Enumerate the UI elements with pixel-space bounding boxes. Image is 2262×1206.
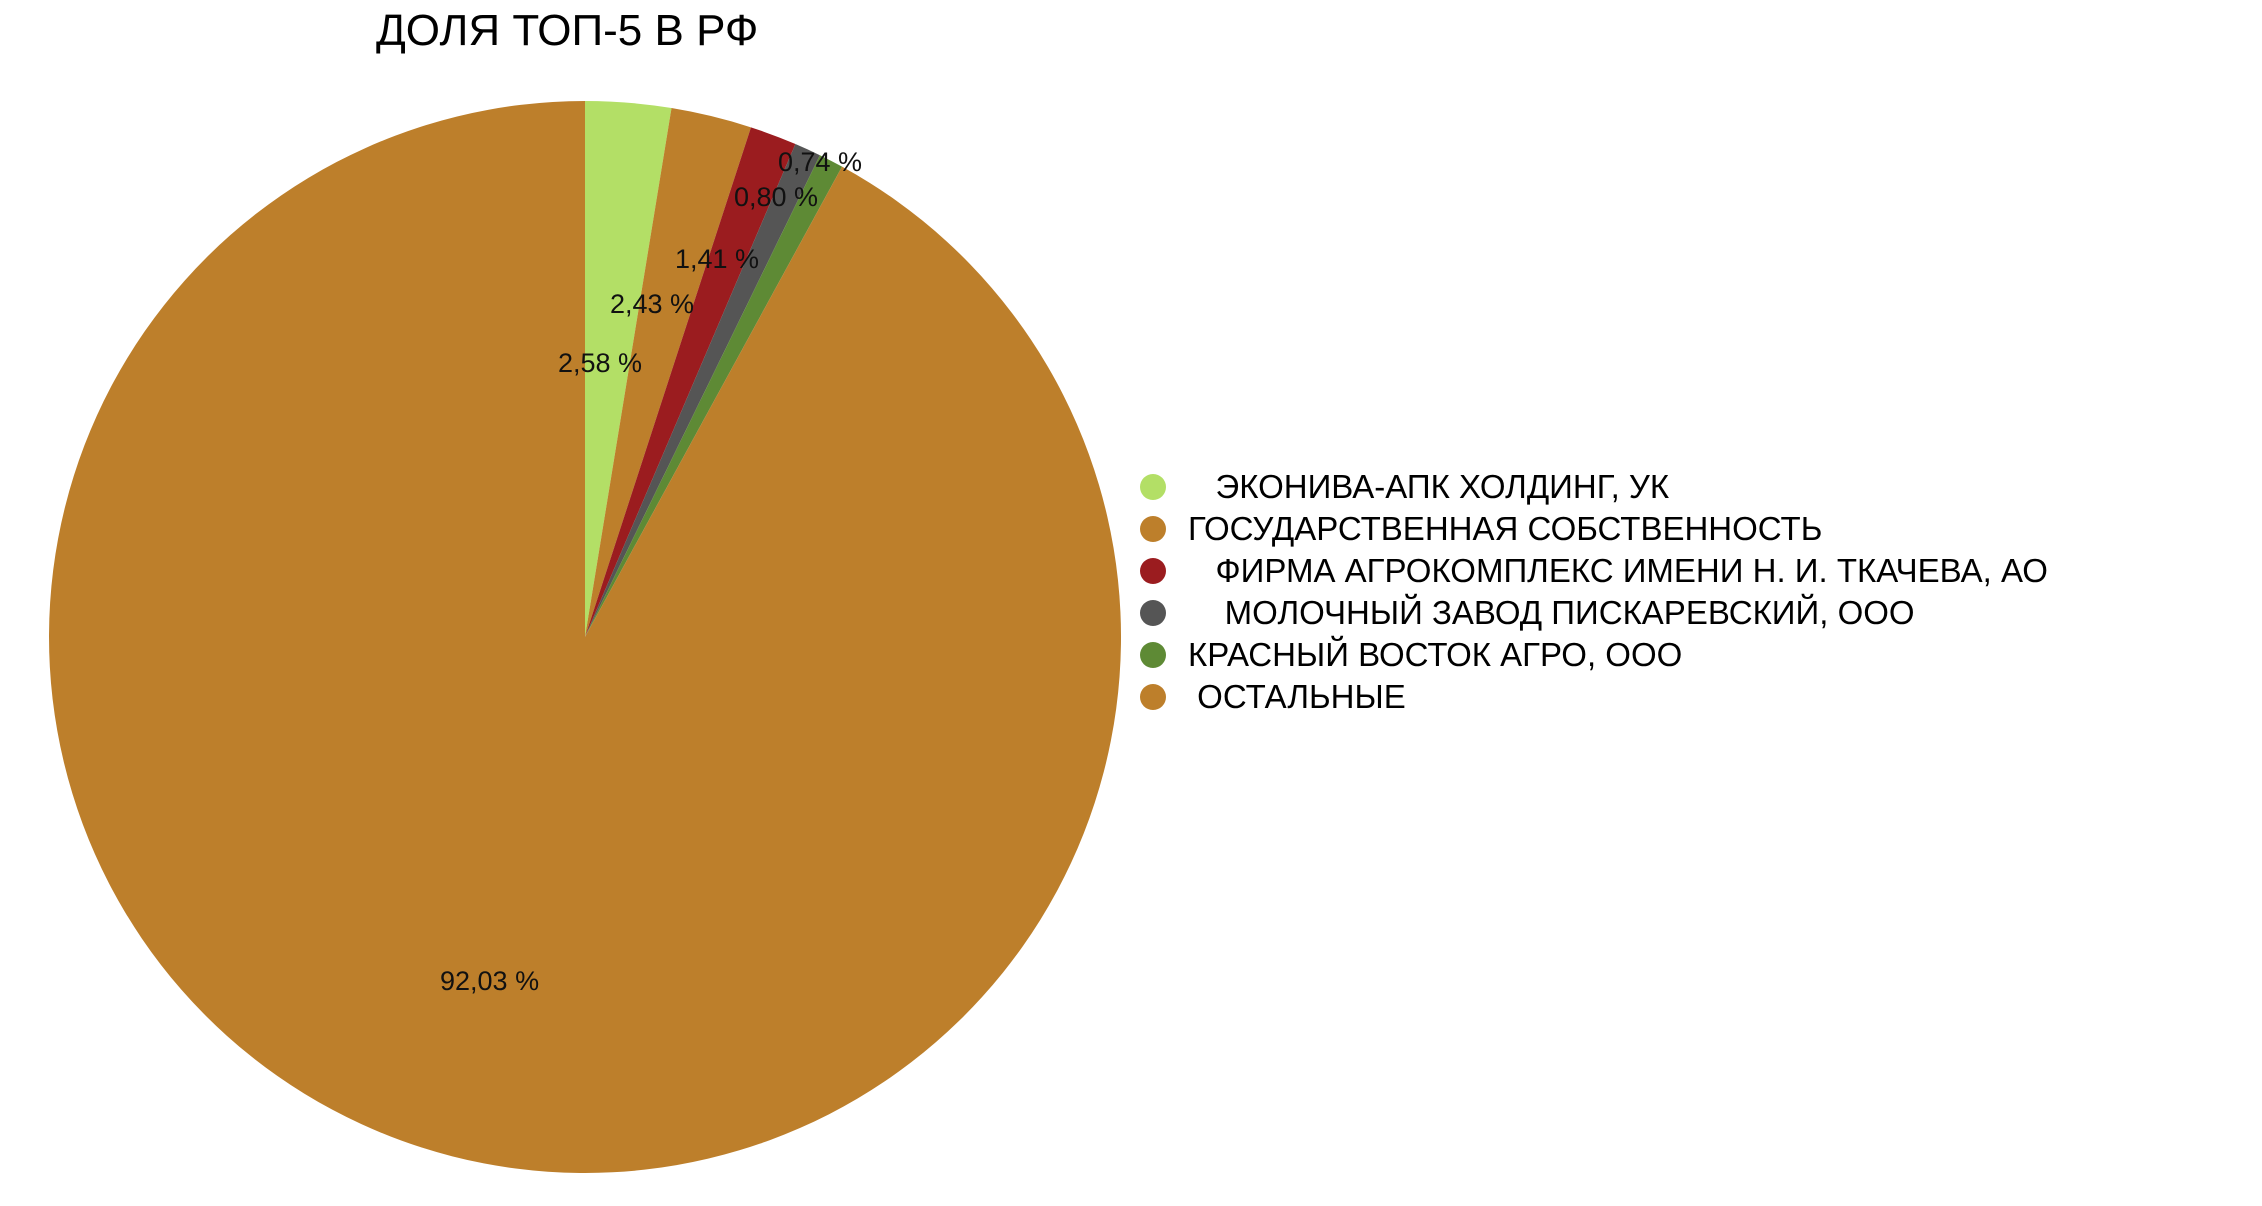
legend-item-2: ГОСУДАРСТВЕННАЯ СОБСТВЕННОСТЬ xyxy=(1140,508,2048,550)
legend-item-6: ОСТАЛЬНЫЕ xyxy=(1140,676,2048,718)
pie-slice-label-5: 0,74 % xyxy=(778,147,862,177)
legend-swatch-6 xyxy=(1140,684,1166,710)
legend-swatch-4 xyxy=(1140,600,1166,626)
pie-slice-label-2: 2,43 % xyxy=(610,289,694,319)
pie-slice-2 xyxy=(585,108,751,637)
legend-item-3: ФИРМА АГРОКОМПЛЕКС ИМЕНИ Н. И. ТКАЧЕВА, … xyxy=(1140,550,2048,592)
pie-slice-3 xyxy=(585,127,796,637)
pie-slice-label-1: 2,58 % xyxy=(558,348,642,378)
pie-slice-4 xyxy=(585,144,820,637)
pie-labels: 2,58 % 2,43 % 1,41 % 0,80 % 0,74 % 92,03 % xyxy=(440,147,862,996)
legend-label-3: ФИРМА АГРОКОМПЛЕКС ИМЕНИ Н. И. ТКАЧЕВА, … xyxy=(1188,552,2048,589)
legend-label-5: КРАСНЫЙ ВОСТОК АГРО, ООО xyxy=(1188,636,1683,673)
pie-slice-label-6: 92,03 % xyxy=(440,966,539,996)
legend-item-5: КРАСНЫЙ ВОСТОК АГРО, ООО xyxy=(1140,634,2048,676)
legend-swatch-1 xyxy=(1140,474,1166,500)
legend: ЭКОНИВА-АПК ХОЛДИНГ, УК ГОСУДАРСТВЕННАЯ С… xyxy=(1140,466,2048,718)
legend-label-2: ГОСУДАРСТВЕННАЯ СОБСТВЕННОСТЬ xyxy=(1188,510,1823,547)
pie-slice-1 xyxy=(585,101,672,637)
legend-label-1: ЭКОНИВА-АПК ХОЛДИНГ, УК xyxy=(1188,468,1670,505)
legend-swatch-5 xyxy=(1140,642,1166,668)
pie-slices xyxy=(49,101,1122,1173)
chart-title: ДОЛЯ ТОП-5 В РФ xyxy=(376,6,759,55)
legend-item-4: МОЛОЧНЫЙ ЗАВОД ПИСКАРЕВСКИЙ, ООО xyxy=(1140,592,2048,634)
legend-item-1: ЭКОНИВА-АПК ХОЛДИНГ, УК xyxy=(1140,466,2048,508)
legend-swatch-2 xyxy=(1140,516,1166,542)
pie-slice-6 xyxy=(49,101,1122,1173)
legend-label-4: МОЛОЧНЫЙ ЗАВОД ПИСКАРЕВСКИЙ, ООО xyxy=(1188,594,1915,631)
pie-slice-label-4: 0,80 % xyxy=(734,182,818,212)
pie-slice-5 xyxy=(585,155,843,637)
pie-slice-label-3: 1,41 % xyxy=(675,244,759,274)
legend-label-6: ОСТАЛЬНЫЕ xyxy=(1188,678,1406,715)
legend-swatch-3 xyxy=(1140,558,1166,584)
